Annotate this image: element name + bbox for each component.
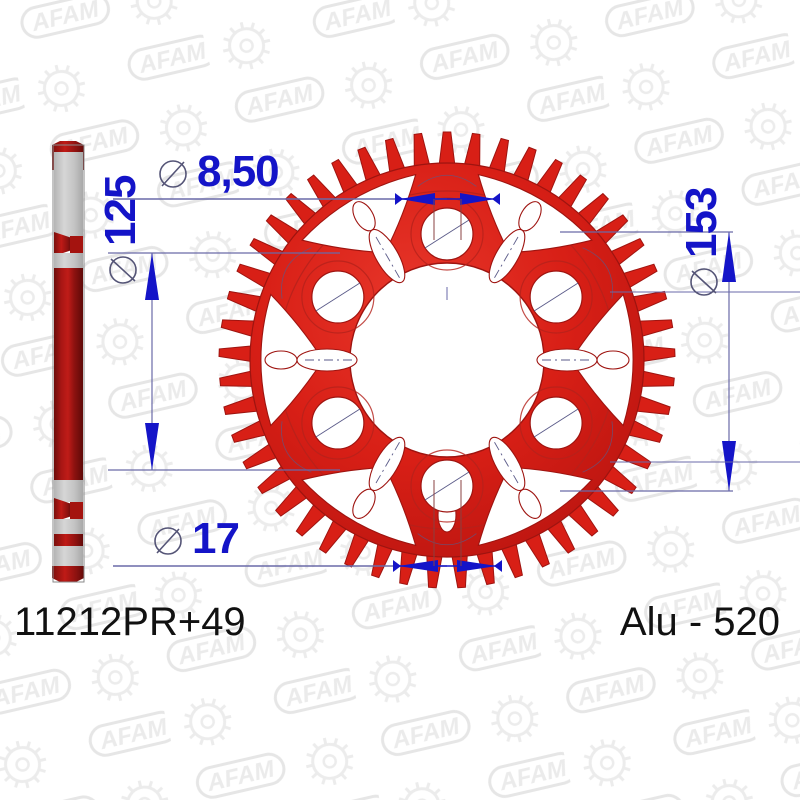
product-reference: 11212PR+49 [14,600,246,644]
label-center-bore-diameter: 17 [150,514,240,564]
dimension-outer-diameter [560,231,736,492]
bolt-hole-value: 8,50 [197,147,280,196]
sprocket-cutouts [260,173,634,547]
dimension-bolt-circle [108,252,340,471]
side-profile-view [52,141,85,583]
diameter-symbol-icon [690,268,718,296]
label-bolt-circle-diameter: 125 [96,176,146,288]
diameter-symbol-icon [154,527,182,555]
dimension-lines [108,193,800,572]
diameter-symbol-icon [109,256,137,284]
label-outer-diameter: 153 [677,188,727,300]
sprocket-teeth [218,131,676,589]
arrow-center-bore-diameter [393,560,502,572]
center-bore-value: 17 [192,514,240,563]
diameter-symbol-icon [159,160,187,188]
label-bolt-hole-diameter: 8,50 [155,147,280,197]
sprocket-body [249,162,645,558]
sprocket-bolt-holes [301,197,593,523]
bolt-circle-value: 125 [96,175,145,246]
arrow-bolt-hole-diameter [395,193,500,205]
product-material-pitch: Alu - 520 [619,600,780,644]
outer-diameter-value: 153 [677,187,726,258]
